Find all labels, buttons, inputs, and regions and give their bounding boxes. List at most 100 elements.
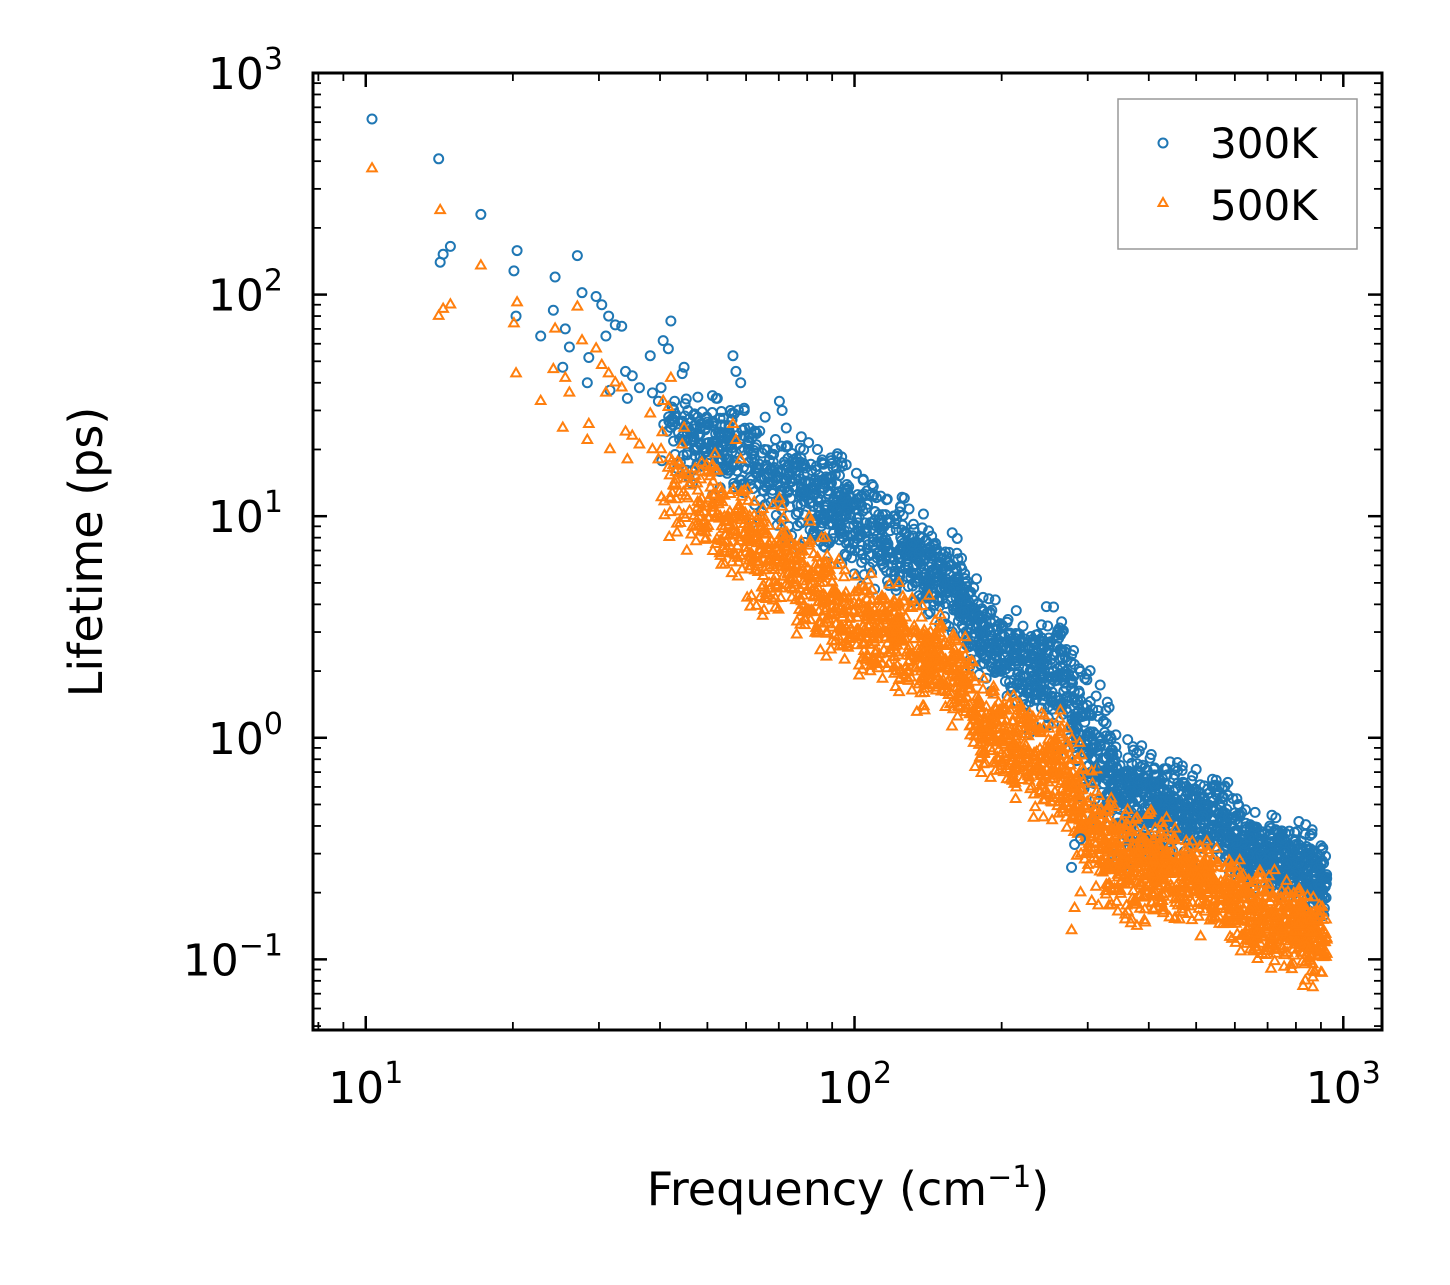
cloud-point-500K (1061, 752, 1075, 764)
cloud-point-500K (1153, 872, 1167, 885)
cloud-point-300K (687, 427, 699, 439)
cloud-point-500K (803, 533, 817, 545)
data-point-300k (596, 299, 608, 311)
cloud-point-300K (969, 627, 981, 639)
data-point-500k (950, 650, 964, 662)
cloud-point-500K (798, 617, 812, 630)
cloud-point-300K (1213, 831, 1225, 843)
cloud-point-300K (1179, 811, 1191, 823)
cloud-point-500K (977, 671, 991, 683)
cloud-point-300K (1144, 752, 1156, 764)
data-point-300k (996, 629, 1008, 641)
cloud-point-500K (1235, 884, 1249, 896)
cloud-point-500K (1237, 926, 1251, 939)
cloud-point-300K (1315, 840, 1327, 852)
cloud-point-500K (806, 604, 820, 617)
cloud-point-300K (993, 664, 1005, 676)
cloud-point-300K (664, 416, 676, 428)
data-point-500k (582, 416, 596, 428)
data-point-500k (534, 393, 548, 406)
cloud-point-500K (1159, 845, 1173, 857)
cloud-point-300K (1041, 658, 1053, 670)
cloud-point-500K (811, 580, 825, 592)
cloud-point-500K (930, 672, 944, 684)
cloud-point-500K (706, 543, 720, 556)
cloud-point-300K (898, 492, 910, 504)
cloud-point-500K (876, 613, 890, 625)
cloud-point-500K (1259, 885, 1273, 897)
cloud-point-300K (845, 543, 857, 555)
cloud-point-500K (1163, 837, 1177, 849)
cloud-point-500K (699, 520, 714, 532)
cloud-point-500K (1110, 894, 1124, 906)
cloud-point-500K (1079, 824, 1093, 836)
cloud-point-500K (951, 709, 965, 721)
cloud-point-500K (1117, 864, 1131, 877)
cloud-point-500K (1093, 864, 1107, 876)
cloud-point-300K (788, 461, 800, 473)
data-point-500k (839, 585, 853, 597)
cloud-point-500K (1194, 929, 1208, 941)
cloud-point-300K (939, 611, 951, 623)
cloud-point-500K (1221, 871, 1235, 884)
cloud-point-500K (819, 649, 833, 661)
data-point-300k (787, 454, 799, 466)
cloud-point-500K (763, 537, 777, 549)
data-point-500k (868, 609, 882, 621)
cloud-point-500K (1191, 895, 1205, 908)
data-point-300k (475, 208, 487, 220)
data-point-300k (1177, 776, 1189, 788)
cloud-point-500K (701, 510, 715, 522)
cloud-point-300K (876, 537, 888, 549)
data-point-500k (721, 513, 735, 525)
cloud-point-300K (751, 427, 763, 439)
cloud-point-500K (843, 597, 857, 609)
cloud-point-500K (1003, 703, 1017, 715)
data-point-500k (945, 663, 959, 675)
data-point-300k (676, 368, 688, 380)
data-point-300k (985, 626, 997, 638)
cloud-point-500K (1168, 892, 1182, 904)
cloud-point-300K (1225, 831, 1237, 843)
cloud-point-500K (948, 632, 962, 644)
cloud-point-300K (1105, 744, 1117, 756)
data-point-300k (626, 370, 638, 382)
data-point-300k (609, 319, 621, 331)
cloud-point-500K (813, 642, 827, 655)
cloud-point-500K (1147, 903, 1161, 915)
cloud-point-300K (1083, 707, 1095, 719)
cloud-point-300K (772, 466, 784, 478)
cloud-point-500K (669, 464, 683, 477)
cloud-point-300K (857, 473, 869, 485)
cloud-point-500K (964, 681, 978, 693)
cloud-point-500K (794, 534, 808, 546)
cloud-point-500K (1214, 885, 1228, 898)
cloud-point-500K (1263, 905, 1277, 917)
cloud-point-300K (887, 559, 899, 571)
data-point-500k (580, 432, 594, 445)
cloud-point-300K (774, 480, 786, 492)
cloud-point-500K (1145, 894, 1159, 907)
data-point-500k (618, 424, 633, 436)
cloud-point-500K (976, 682, 990, 694)
cloud-point-300K (1279, 846, 1291, 858)
cloud-point-500K (907, 631, 921, 644)
cloud-point-300K (991, 620, 1003, 632)
cloud-point-300K (944, 583, 956, 595)
cloud-point-300K (721, 440, 733, 452)
cloud-point-500K (1146, 885, 1160, 898)
data-point-300k (1232, 809, 1244, 821)
cloud-point-500K (915, 610, 929, 622)
cloud-point-500K (860, 647, 874, 659)
cloud-point-300K (1036, 689, 1048, 701)
cloud-point-500K (1168, 910, 1182, 922)
cloud-point-300K (720, 453, 732, 465)
data-point-500k (779, 530, 793, 542)
cloud-point-300K (765, 464, 777, 476)
cloud-point-300K (943, 546, 955, 558)
cloud-point-500K (830, 593, 845, 605)
cloud-point-300K (826, 502, 838, 514)
cloud-point-500K (825, 600, 839, 612)
cloud-point-300K (1133, 745, 1145, 757)
cloud-point-500K (1073, 791, 1087, 804)
